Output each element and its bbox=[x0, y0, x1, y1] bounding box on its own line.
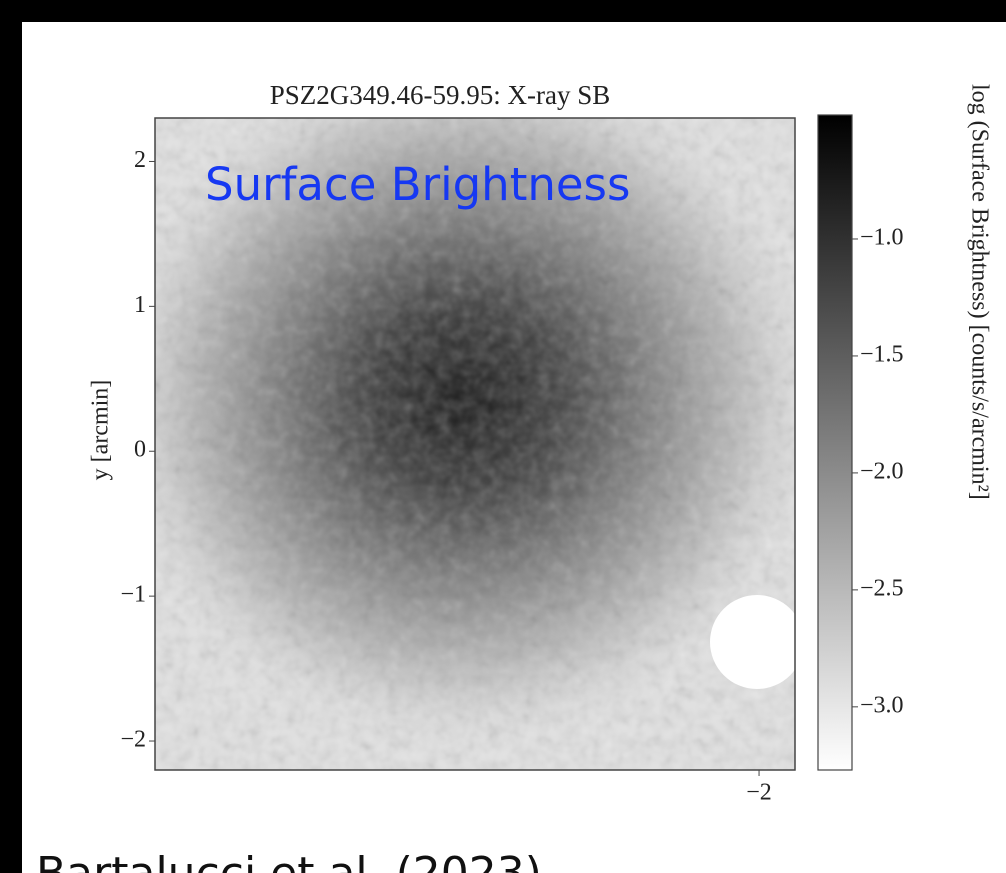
colorbar-tick-label: −2.0 bbox=[860, 458, 904, 484]
overlay-credit: Bartalucci et al. (2023) bbox=[36, 848, 542, 873]
y-tick-label: 0 bbox=[134, 437, 146, 463]
y-axis-label: y [arcmin] bbox=[88, 380, 114, 481]
colorbar-tick-label: −1.0 bbox=[860, 224, 904, 250]
colorbar bbox=[818, 115, 852, 770]
chart-title: PSZ2G349.46-59.95: X-ray SB bbox=[270, 80, 611, 110]
x-tick-label: −2 bbox=[746, 780, 772, 806]
y-tick-label: −1 bbox=[120, 582, 146, 608]
y-tick-label: −2 bbox=[120, 727, 146, 753]
screenshot: PSZ2G349.46-59.95: X-ray SB y [arcmin] l… bbox=[0, 0, 1006, 873]
y-tick-label: 2 bbox=[134, 147, 146, 173]
colorbar-tick-label: −1.5 bbox=[860, 341, 904, 367]
colorbar-label: log (Surface Brightness) [counts/s/arcmi… bbox=[966, 84, 992, 500]
y-tick-label: 1 bbox=[134, 292, 146, 318]
chart: PSZ2G349.46-59.95: X-ray SB y [arcmin] l… bbox=[0, 0, 1006, 873]
colorbar-tick-label: −2.5 bbox=[860, 575, 904, 601]
surface-brightness-map bbox=[92, 38, 832, 770]
overlay-title: Surface Brightness bbox=[205, 158, 630, 211]
colorbar-tick-label: −3.0 bbox=[860, 692, 904, 718]
